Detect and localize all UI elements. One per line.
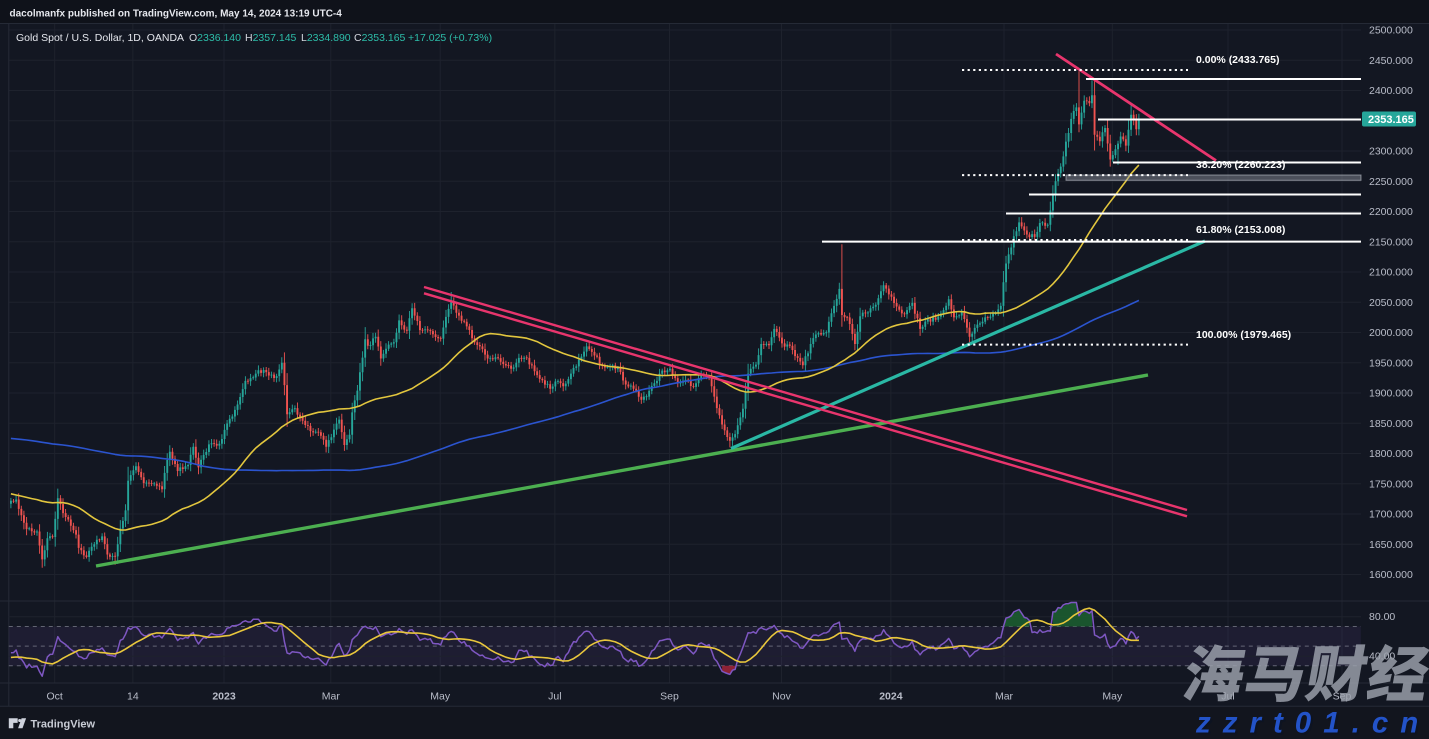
svg-text:2353.165: 2353.165	[1368, 114, 1414, 126]
svg-text:O2336.140: O2336.140	[189, 32, 241, 44]
svg-text:2300.000: 2300.000	[1369, 146, 1413, 158]
svg-text:0.00% (2433.765): 0.00% (2433.765)	[1196, 54, 1279, 66]
svg-text:zzrt01.cn: zzrt01.cn	[1195, 707, 1429, 739]
svg-text:100.00% (1979.465): 100.00% (1979.465)	[1196, 329, 1291, 341]
svg-text:38.20% (2260.223): 38.20% (2260.223)	[1196, 159, 1285, 171]
svg-text:1900.000: 1900.000	[1369, 388, 1413, 400]
svg-text:TradingView: TradingView	[31, 719, 96, 731]
svg-text:2200.000: 2200.000	[1369, 206, 1413, 218]
svg-text:2100.000: 2100.000	[1369, 267, 1413, 279]
svg-text:2450.000: 2450.000	[1369, 55, 1413, 67]
svg-text:H2357.145: H2357.145	[245, 32, 297, 44]
svg-text:Jul: Jul	[548, 691, 561, 703]
svg-text:1650.000: 1650.000	[1369, 539, 1413, 551]
svg-text:2050.000: 2050.000	[1369, 297, 1413, 309]
svg-text:L2334.890: L2334.890	[301, 32, 351, 44]
svg-text:2250.000: 2250.000	[1369, 176, 1413, 188]
svg-text:1950.000: 1950.000	[1369, 357, 1413, 369]
svg-text:Mar: Mar	[322, 691, 341, 703]
svg-text:+17.025 (+0.73%): +17.025 (+0.73%)	[408, 32, 492, 44]
svg-text:2400.000: 2400.000	[1369, 85, 1413, 97]
svg-text:2024: 2024	[879, 691, 903, 703]
svg-text:Mar: Mar	[995, 691, 1014, 703]
svg-text:May: May	[1102, 691, 1123, 703]
svg-text:Oct: Oct	[47, 691, 63, 703]
svg-text:1700.000: 1700.000	[1369, 509, 1413, 521]
svg-text:2150.000: 2150.000	[1369, 236, 1413, 248]
svg-text:Sep: Sep	[660, 691, 679, 703]
svg-text:Gold Spot / U.S. Dollar, 1D, O: Gold Spot / U.S. Dollar, 1D, OANDA	[16, 32, 184, 44]
svg-text:Nov: Nov	[772, 691, 791, 703]
svg-text:2500.000: 2500.000	[1369, 25, 1413, 37]
svg-text:80.00: 80.00	[1369, 611, 1395, 623]
svg-text:zzrt01.cn: zzrt01.cn	[1197, 709, 1429, 739]
svg-text:2023: 2023	[212, 691, 236, 703]
svg-text:1800.000: 1800.000	[1369, 448, 1413, 460]
svg-text:61.80% (2153.008): 61.80% (2153.008)	[1196, 224, 1285, 236]
svg-text:1850.000: 1850.000	[1369, 418, 1413, 430]
svg-text:2000.000: 2000.000	[1369, 327, 1413, 339]
svg-text:14: 14	[127, 691, 139, 703]
svg-text:May: May	[430, 691, 451, 703]
svg-text:1600.000: 1600.000	[1369, 569, 1413, 581]
svg-text:1750.000: 1750.000	[1369, 478, 1413, 490]
svg-text:C2353.165: C2353.165	[354, 32, 406, 44]
svg-text:dacolmanfx published on Tradin: dacolmanfx published on TradingView.com,…	[10, 9, 343, 20]
